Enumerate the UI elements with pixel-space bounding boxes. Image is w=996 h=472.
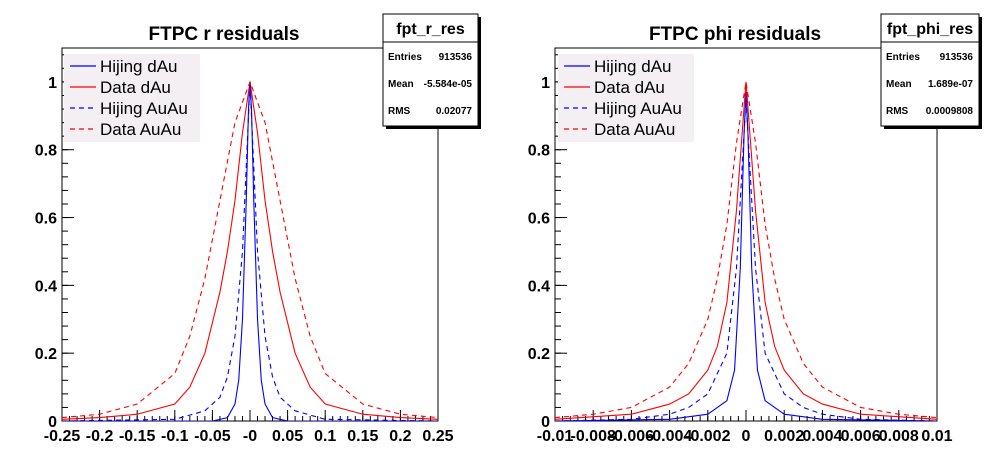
chart-title: FTPC r residuals xyxy=(149,24,300,45)
series-line-hijing-dau xyxy=(555,92,937,421)
chart-title: FTPC phi residuals xyxy=(649,24,821,45)
stats-value: 0.02077 xyxy=(436,106,473,117)
stats-panel xyxy=(382,13,479,127)
x-tick-label: 0.05 xyxy=(272,428,303,445)
x-tick-label: -0.008 xyxy=(571,428,616,445)
stats-label: RMS xyxy=(886,106,909,117)
stats-title: fpt_r_res xyxy=(396,21,465,38)
legend: Hijing dAu Data dAu Hijing AuAu Data AuAu xyxy=(64,54,200,142)
y-tick-label: 0.2 xyxy=(528,346,550,363)
legend-label: Hijing dAu xyxy=(100,57,178,76)
legend-label: Hijing dAu xyxy=(594,57,672,76)
x-tick-label: 0 xyxy=(742,428,751,445)
stats-value: 913536 xyxy=(439,52,473,63)
y-tick-label: 0.6 xyxy=(35,211,57,228)
x-tick-label: 0.01 xyxy=(921,428,952,445)
y-tick-label: 0.8 xyxy=(528,143,550,160)
x-tick-label: -0.25 xyxy=(44,428,81,445)
stats-label: Entries xyxy=(886,52,920,63)
stats-label: Mean xyxy=(886,79,912,90)
stats-value: 913536 xyxy=(940,52,974,63)
x-tick-label: -0.01 xyxy=(537,428,574,445)
stats-box: fpt_phi_res Entries 913536 Mean 1.689e-07 RMS… xyxy=(880,13,982,129)
x-tick-label: -0.002 xyxy=(685,428,730,445)
y-tick-label: 0.8 xyxy=(35,143,57,160)
chart-panel-2: FTPC phi residuals00.20.40.60.81-0.01-0.… xyxy=(528,13,982,445)
x-tick-label: 0.25 xyxy=(422,428,453,445)
legend-label: Data AuAu xyxy=(100,120,181,139)
y-tick-label: 0.2 xyxy=(35,346,57,363)
x-tick-label: 0.2 xyxy=(389,428,411,445)
x-tick-label: 0.004 xyxy=(802,428,842,445)
stats-label: Mean xyxy=(388,79,414,90)
x-tick-label: -0.15 xyxy=(119,428,156,445)
legend-box xyxy=(64,54,200,142)
series-line-data-auau xyxy=(62,80,438,419)
x-tick-label: 0.1 xyxy=(314,428,336,445)
series-line-data-auau xyxy=(555,81,937,419)
y-tick-label: 0 xyxy=(48,414,57,431)
x-tick-label: -0.006 xyxy=(609,428,654,445)
y-tick-label: 0 xyxy=(541,414,550,431)
legend-label: Hijing AuAu xyxy=(100,99,188,118)
legend-label: Data AuAu xyxy=(594,120,675,139)
legend-label: Hijing AuAu xyxy=(594,99,682,118)
series-line-data-dau xyxy=(555,81,937,420)
x-tick-label: -0.2 xyxy=(86,428,114,445)
legend-box xyxy=(558,54,694,142)
stats-label: RMS xyxy=(388,106,411,117)
stats-panel xyxy=(880,13,980,127)
stats-box: fpt_r_res Entries 913536 Mean -5.584e-05 RMS 0… xyxy=(382,13,481,129)
stats-label: Entries xyxy=(388,52,422,63)
series-line-hijing-auau xyxy=(62,81,438,421)
y-tick-label: 0.6 xyxy=(528,211,550,228)
x-tick-label: 0.15 xyxy=(347,428,378,445)
series-line-hijing-auau xyxy=(555,98,937,421)
x-tick-label: -0.05 xyxy=(194,428,231,445)
y-tick-label: 0.4 xyxy=(35,278,57,295)
x-tick-label: 0.006 xyxy=(841,428,881,445)
x-tick-label: 0.008 xyxy=(879,428,919,445)
x-tick-label: -0.004 xyxy=(647,428,692,445)
legend: Hijing dAu Data dAu Hijing AuAu Data AuAu xyxy=(558,54,694,142)
y-tick-label: 0.4 xyxy=(528,278,550,295)
y-tick-label: 1 xyxy=(48,75,57,92)
stats-value: 1.689e-07 xyxy=(928,79,973,90)
y-tick-label: 1 xyxy=(541,75,550,92)
legend-label: Data dAu xyxy=(594,78,665,97)
x-tick-label: -0 xyxy=(243,428,257,445)
stats-title: fpt_phi_res xyxy=(887,21,973,38)
stats-value: -5.584e-05 xyxy=(424,79,473,90)
stats-value: 0.0009808 xyxy=(926,106,974,117)
x-tick-label: -0.1 xyxy=(161,428,189,445)
x-tick-label: 0.002 xyxy=(764,428,804,445)
legend-label: Data dAu xyxy=(100,78,171,97)
